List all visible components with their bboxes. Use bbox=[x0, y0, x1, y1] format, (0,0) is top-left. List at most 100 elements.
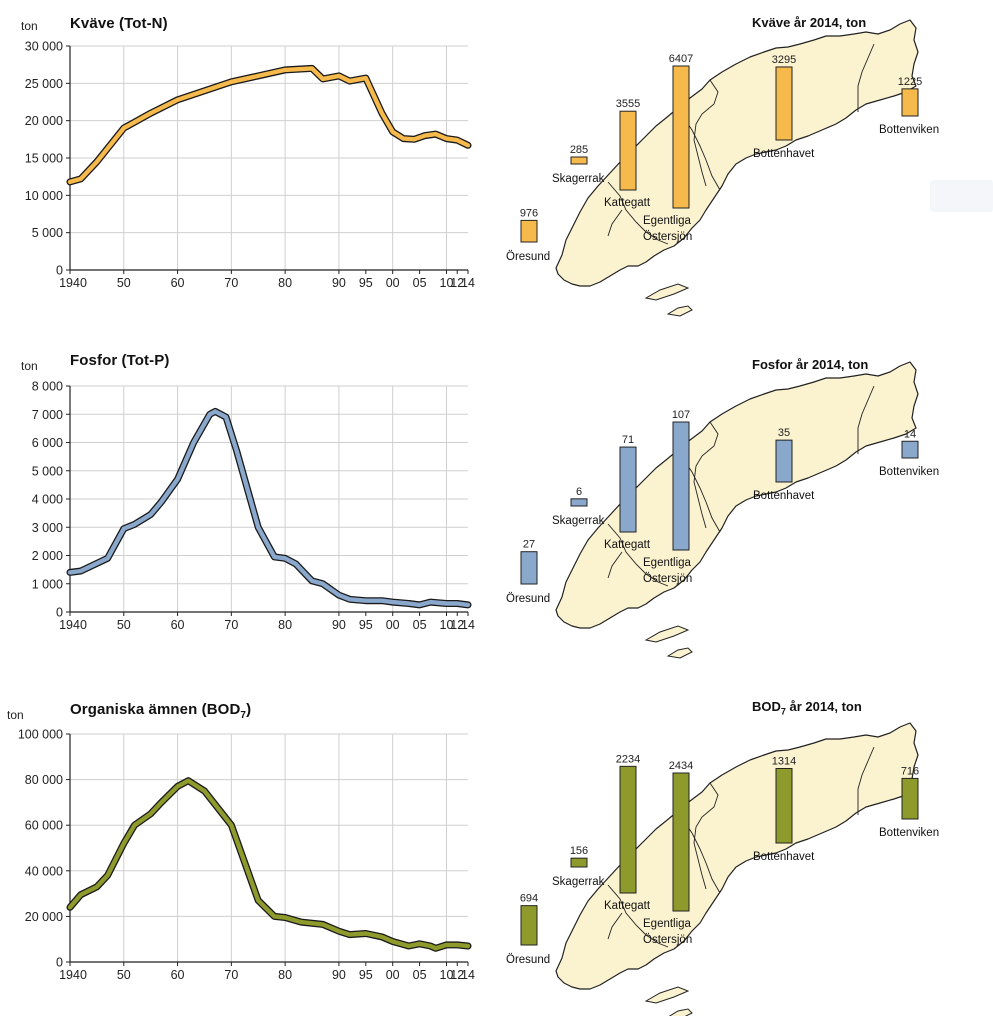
x-tick-label: 95 bbox=[359, 968, 373, 982]
x-tick-label: 80 bbox=[278, 618, 292, 632]
title-text: Organiska ämnen (BOD bbox=[70, 701, 241, 718]
map-bar-kattegatt bbox=[619, 110, 637, 191]
map-title: Kväve år 2014, ton bbox=[752, 15, 867, 30]
region-border bbox=[607, 912, 623, 940]
region-border bbox=[607, 209, 623, 237]
series-line bbox=[67, 778, 471, 951]
y-unit-label: ton bbox=[7, 708, 24, 722]
y-tick-label: 0 bbox=[56, 606, 63, 620]
y-tick-label: 15 000 bbox=[25, 152, 63, 166]
x-tick-label: 05 bbox=[413, 276, 427, 290]
map-value-label: 156 bbox=[570, 845, 588, 857]
y-tick-label: 80 000 bbox=[25, 773, 63, 787]
map-title-subscript: 7 bbox=[780, 706, 786, 717]
y-tick-label: 5 000 bbox=[32, 464, 63, 478]
map-value-label: 27 bbox=[523, 539, 535, 551]
x-tick-label: 1940 bbox=[59, 618, 87, 632]
y-unit-label: ton bbox=[21, 359, 38, 373]
chart-title: Kväve (Tot-N) bbox=[70, 15, 168, 32]
region-label-bottenviken: Bottenviken bbox=[879, 827, 939, 839]
map-bar-bottenhavet bbox=[775, 768, 793, 844]
region-label-skagerrak: Skagerrak bbox=[552, 515, 605, 527]
map-value-label: 3555 bbox=[616, 98, 640, 110]
x-tick-label: 12 bbox=[450, 968, 464, 982]
region-label-egentliga: Egentliga bbox=[643, 557, 692, 569]
chart-title: Fosfor (Tot-P) bbox=[70, 352, 170, 369]
y-tick-label: 2 000 bbox=[32, 549, 63, 563]
map-value-label: 14 bbox=[904, 428, 916, 440]
y-tick-label: 0 bbox=[56, 264, 63, 278]
x-tick-label: 14 bbox=[461, 276, 475, 290]
region-label-egentliga: Egentliga bbox=[643, 918, 692, 930]
y-unit-label: ton bbox=[21, 19, 38, 33]
map-bar-egentliga bbox=[672, 772, 690, 912]
island-shape bbox=[666, 305, 693, 317]
map-kvave: 976 285 3555 6407 3295 1225 Öresund Skagerrak Ka… bbox=[506, 19, 939, 317]
y-tick-label: 100 000 bbox=[18, 728, 63, 742]
line-chart-fosfor: 0 1 000 2 000 3 000 4 000 5 000 6 000 7 000 8 00… bbox=[32, 380, 475, 633]
map-bar-skagerrak bbox=[570, 156, 588, 165]
map-value-label: 3295 bbox=[772, 54, 796, 66]
map-bar-bottenviken bbox=[901, 440, 919, 459]
y-tick-label: 30 000 bbox=[25, 40, 63, 54]
map-bod7: 694 156 2234 2434 1314 716 Öresund Skagerrak Kat… bbox=[506, 722, 939, 1016]
map-bar-bottenhavet bbox=[775, 66, 793, 141]
region-border bbox=[679, 814, 721, 894]
island-shape bbox=[666, 647, 693, 659]
map-bar-skagerrak bbox=[570, 857, 588, 868]
x-tick-label: 70 bbox=[224, 618, 238, 632]
x-tick-label: 14 bbox=[461, 618, 475, 632]
region-label-ostersjon: Östersjön bbox=[643, 573, 692, 585]
map-value-label: 107 bbox=[672, 409, 690, 421]
region-label-ostersjon: Östersjön bbox=[643, 934, 692, 946]
x-tick-label: 14 bbox=[461, 968, 475, 982]
region-border bbox=[693, 421, 719, 529]
x-tick-label: 10 bbox=[440, 276, 454, 290]
x-tick-label: 60 bbox=[171, 968, 185, 982]
region-border bbox=[693, 782, 719, 890]
map-title-text: BOD bbox=[752, 699, 781, 714]
y-tick-label: 60 000 bbox=[25, 819, 63, 833]
region-border bbox=[607, 181, 669, 245]
map-bar-oresund bbox=[520, 219, 538, 243]
region-border bbox=[607, 551, 623, 579]
x-tick-label: 00 bbox=[386, 618, 400, 632]
x-tick-label: 80 bbox=[278, 276, 292, 290]
region-label-bottenhavet: Bottenhavet bbox=[753, 490, 815, 502]
region-label-egentliga: Egentliga bbox=[643, 215, 692, 227]
region-label-bottenhavet: Bottenhavet bbox=[753, 148, 815, 160]
y-tick-label: 25 000 bbox=[25, 77, 63, 91]
chart-title: Organiska ämnen (BOD7) bbox=[70, 702, 251, 721]
y-tick-label: 8 000 bbox=[32, 380, 63, 394]
island-shape bbox=[668, 1008, 693, 1016]
map-bar-bottenviken bbox=[901, 88, 919, 117]
x-tick-label: 1940 bbox=[59, 968, 87, 982]
y-tick-label: 5 000 bbox=[32, 226, 63, 240]
series-line bbox=[67, 66, 471, 185]
y-tick-label: 0 bbox=[56, 956, 63, 970]
region-label-kattegatt: Kattegatt bbox=[604, 539, 651, 551]
series-line-outline bbox=[66, 777, 472, 952]
title-close: ) bbox=[246, 701, 252, 718]
series-line bbox=[67, 409, 471, 608]
map-bar-kattegatt bbox=[619, 765, 637, 894]
region-border bbox=[607, 884, 669, 948]
map-bar-bottenhavet bbox=[775, 439, 793, 483]
x-tick-label: 05 bbox=[413, 968, 427, 982]
land-shape bbox=[555, 722, 919, 990]
y-tick-label: 10 000 bbox=[25, 189, 63, 203]
map-bar-skagerrak bbox=[570, 498, 588, 507]
map-value-label: 6407 bbox=[669, 53, 693, 65]
map-title: BOD7 år 2014, ton bbox=[752, 700, 862, 717]
map-value-label: 976 bbox=[520, 207, 538, 219]
map-value-label: 1314 bbox=[772, 756, 796, 768]
land-shape bbox=[555, 361, 919, 629]
region-border bbox=[679, 453, 721, 533]
y-tick-label: 20 000 bbox=[25, 114, 63, 128]
region-border bbox=[857, 385, 875, 454]
region-label-bottenhavet: Bottenhavet bbox=[753, 851, 815, 863]
map-title-rest: år 2014, ton bbox=[785, 699, 862, 714]
region-label-kattegatt: Kattegatt bbox=[604, 900, 651, 912]
map-value-label: 35 bbox=[778, 427, 790, 439]
x-tick-label: 10 bbox=[440, 618, 454, 632]
